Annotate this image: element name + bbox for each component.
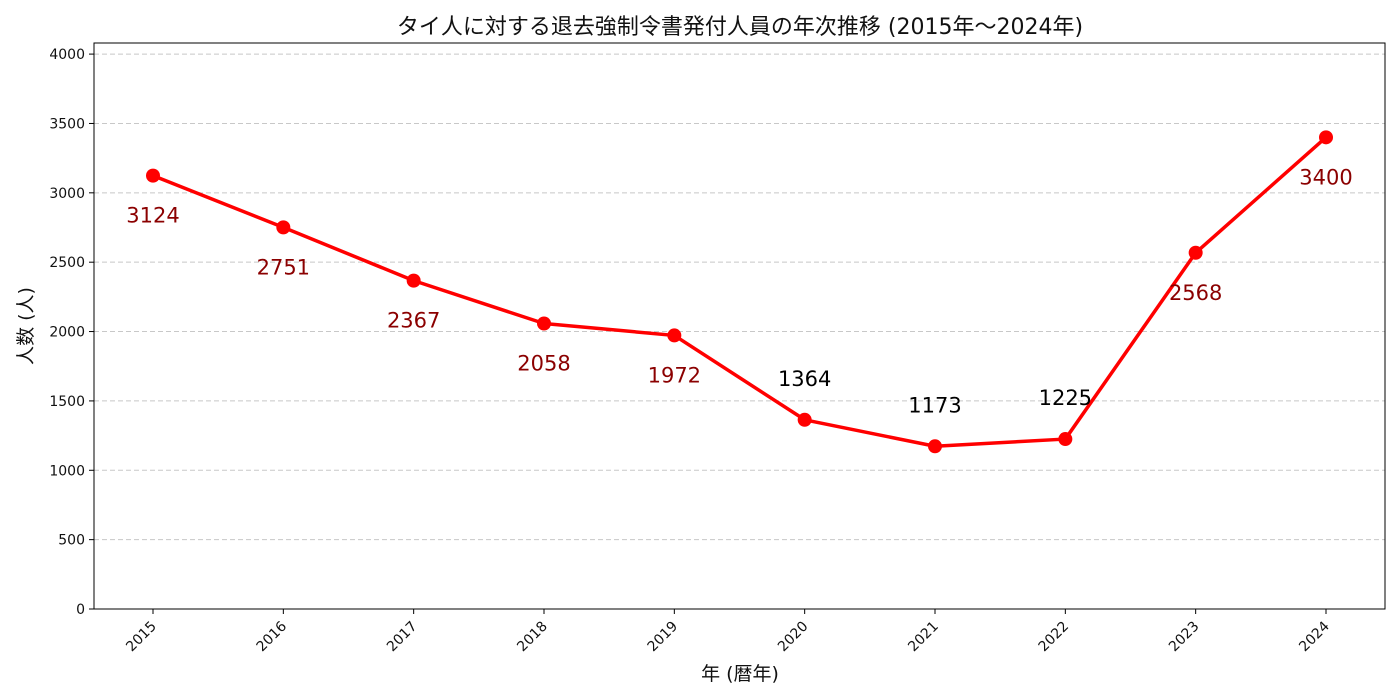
data-label: 2367: [387, 309, 440, 333]
data-label: 2568: [1169, 281, 1222, 305]
x-axis: 2015 2016 2017 2018 2019 2020 2021 2022 2023 2024: [123, 609, 1333, 655]
x-tick-label: 2021: [905, 619, 942, 656]
series: [146, 130, 1333, 454]
x-tick-label: 2020: [775, 619, 812, 656]
data-point: [928, 439, 942, 454]
y-tick-label: 0: [76, 602, 85, 618]
data-point: [146, 168, 160, 183]
x-tick-label: 2017: [384, 619, 421, 656]
data-point: [1058, 432, 1073, 447]
y-tick-label: 3000: [49, 186, 85, 202]
y-tick-label: 2500: [49, 255, 85, 271]
y-tick-label: 2000: [49, 325, 85, 341]
plot-frame: [93, 42, 1386, 610]
chart-title: タイ人に対する退去強制令書発付人員の年次推移 (2015年〜2024年): [397, 15, 1083, 40]
data-label: 3400: [1299, 165, 1352, 189]
x-tick-label: 2019: [645, 619, 682, 656]
data-label: 1173: [908, 393, 961, 417]
y-tick-label: 500: [58, 533, 85, 549]
x-axis-label: 年 (暦年): [701, 663, 779, 685]
data-point: [276, 220, 291, 235]
y-tick-label: 3500: [49, 116, 85, 132]
x-tick-label: 2018: [514, 619, 551, 656]
y-tick-label: 1000: [49, 463, 85, 479]
data-label: 1225: [1039, 386, 1092, 410]
data-label: 2058: [517, 352, 570, 376]
y-tick-label: 4000: [49, 47, 85, 63]
x-tick-label: 2016: [254, 618, 291, 655]
y-axis: 0 500 1000 1500 2000 2500 3000 3500 4000: [49, 47, 94, 618]
x-tick-label: 2024: [1296, 618, 1333, 655]
data-point: [1319, 130, 1333, 145]
y-axis-label: 人数 (人): [15, 287, 37, 365]
series-line: [152, 136, 1328, 449]
data-label: 3124: [126, 204, 179, 228]
gridlines: [94, 53, 1385, 541]
x-tick-label: 2022: [1036, 619, 1073, 656]
y-tick-label: 1500: [49, 394, 85, 410]
data-label: 2751: [257, 255, 310, 279]
data-point: [537, 316, 551, 331]
data-point: [797, 412, 812, 427]
data-point: [1188, 245, 1203, 260]
data-point: [406, 273, 421, 288]
x-tick-label: 2023: [1166, 619, 1203, 656]
data-label: 1364: [778, 367, 831, 391]
data-point: [667, 328, 682, 343]
data-labels: 3124 2751 2367 2058 1972 1364 1173 1225 2568 3400: [126, 165, 1352, 417]
data-label: 1972: [648, 363, 701, 387]
x-tick-label: 2015: [123, 619, 160, 656]
